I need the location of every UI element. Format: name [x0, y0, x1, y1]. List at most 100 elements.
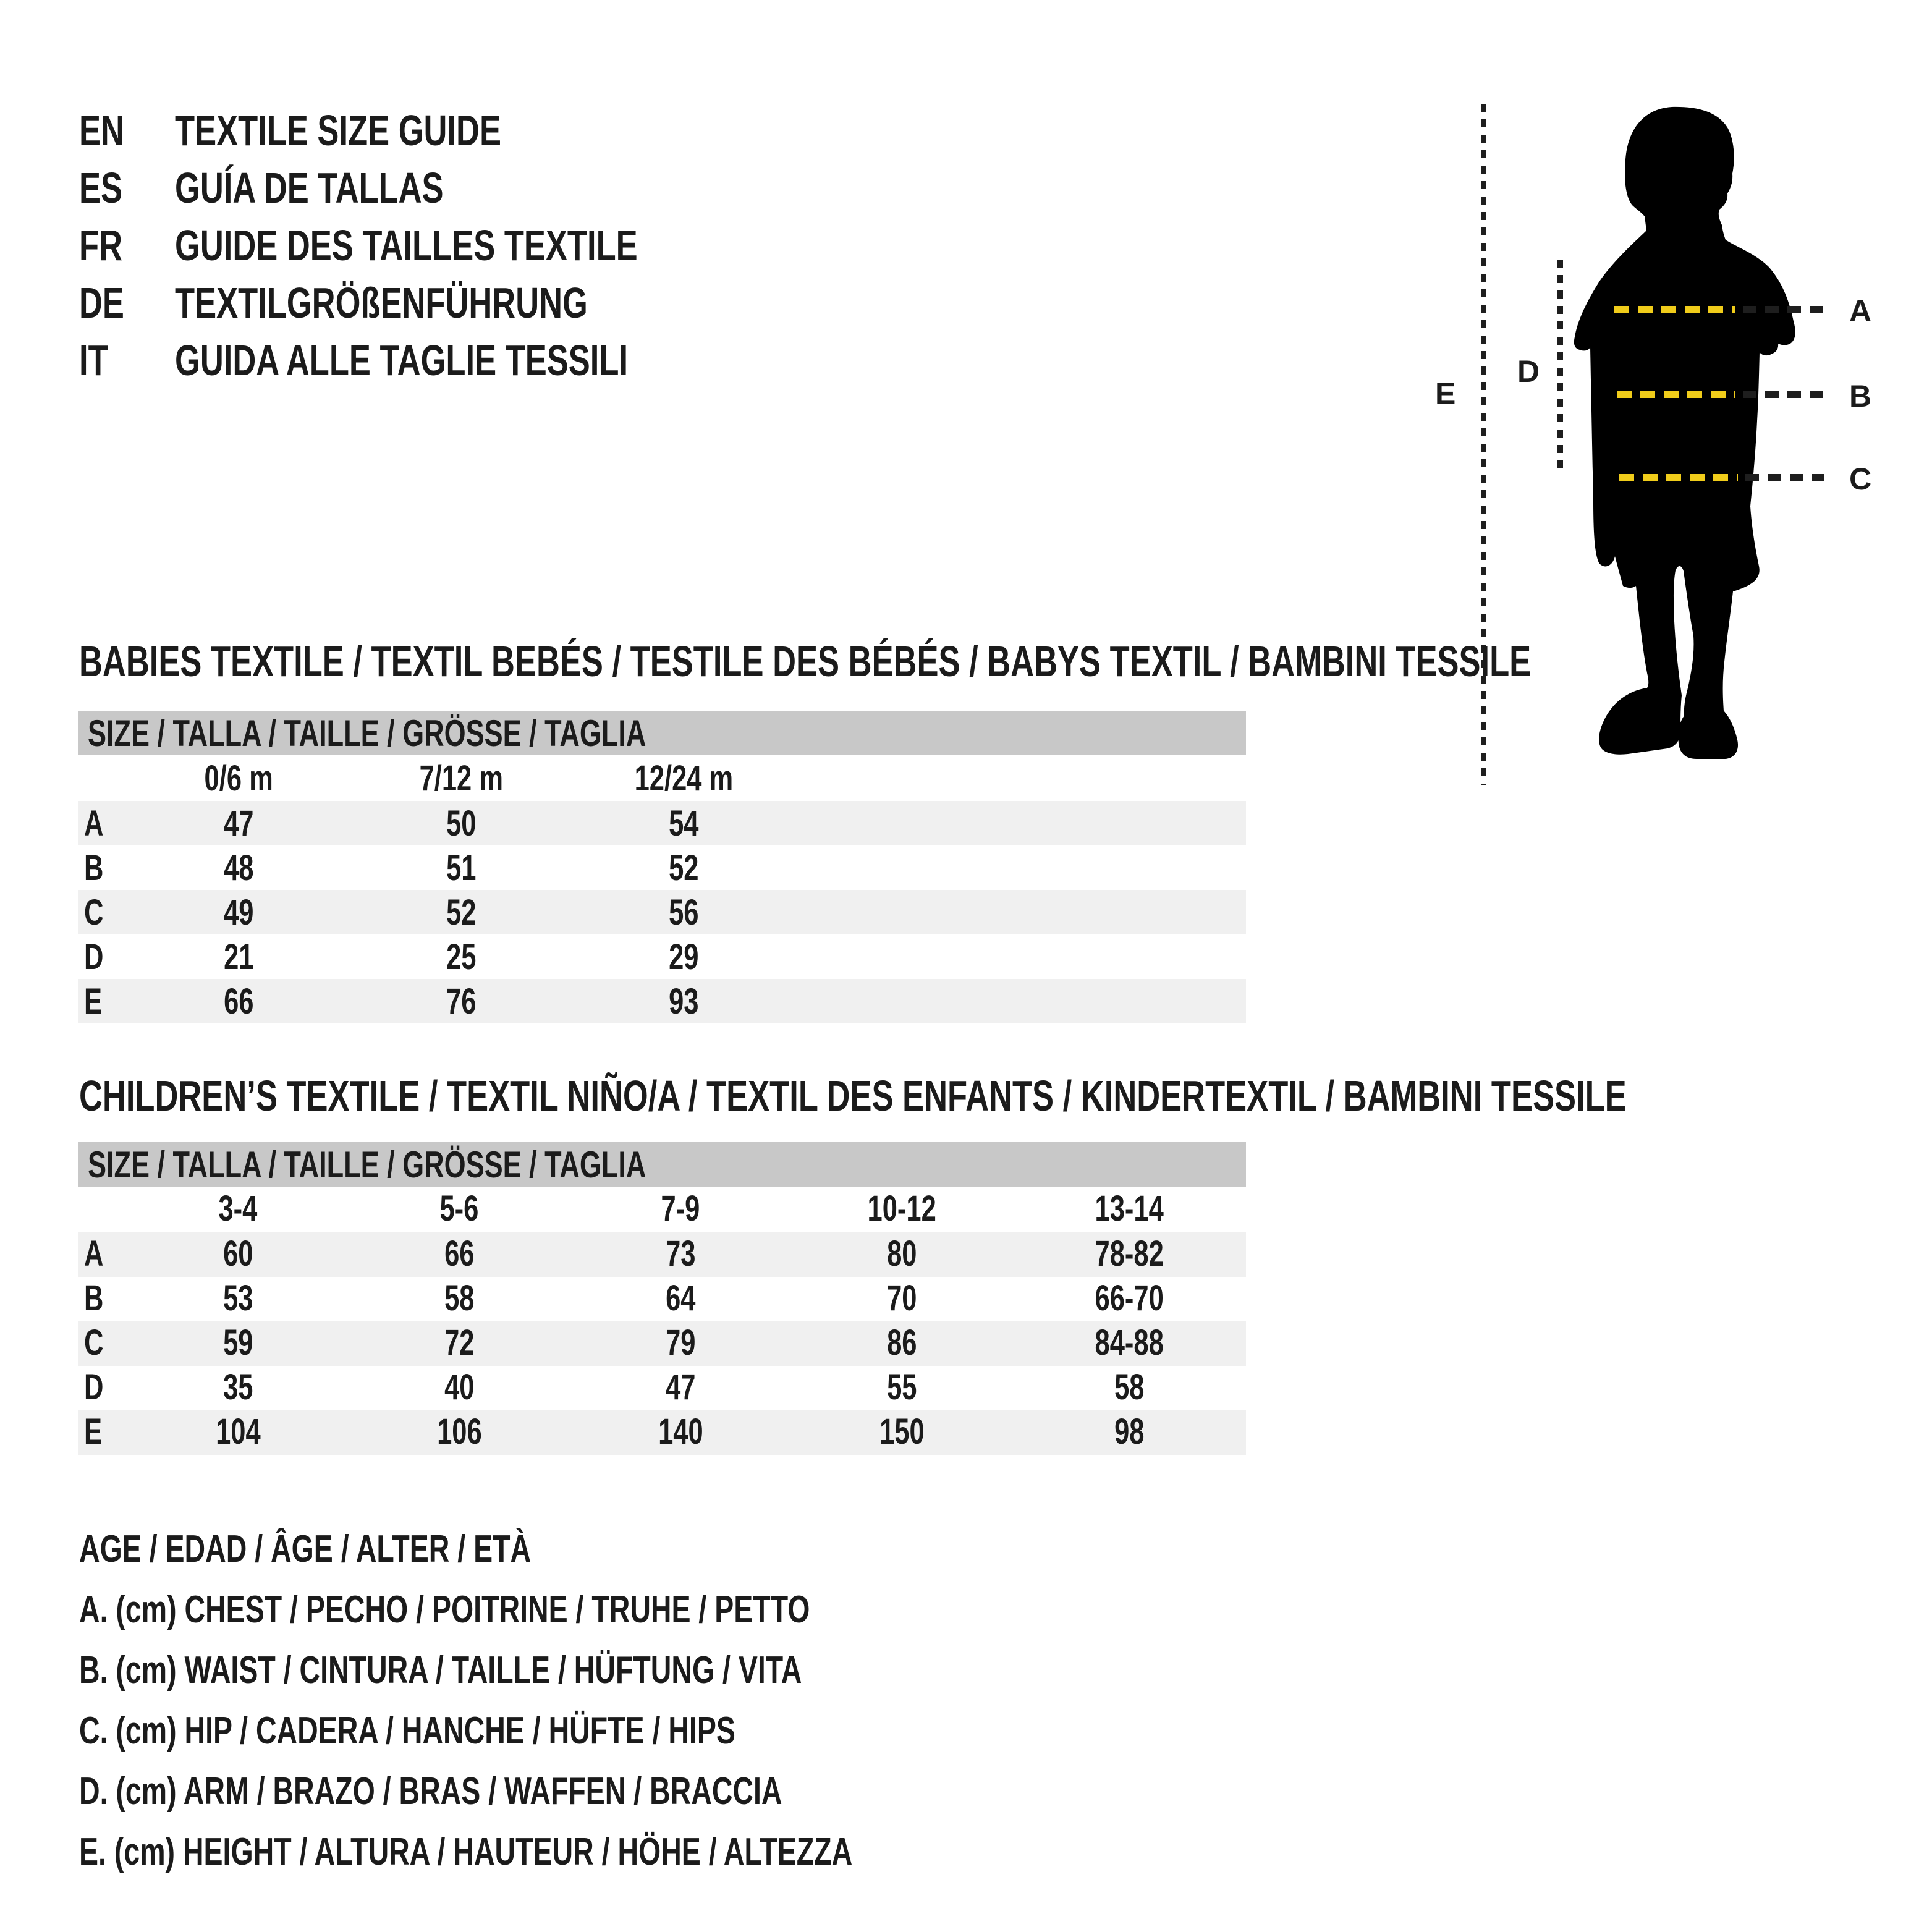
- size-cell: 76: [446, 981, 477, 1022]
- label-measure-d: D: [1517, 354, 1540, 389]
- size-cell: 54: [668, 803, 699, 844]
- chest-measure-dash-black: [1743, 306, 1824, 313]
- lang-title-en: TEXTILE SIZE GUIDE: [175, 106, 501, 155]
- legend-waist: B. (cm) WAIST / CINTURA / TAILLE / HÜFTU…: [79, 1648, 802, 1692]
- size-cell: 58: [1114, 1367, 1145, 1408]
- row-label: E: [84, 981, 103, 1022]
- lang-title-es: GUÍA DE TALLAS: [175, 163, 444, 212]
- children-row-b: B 53 58 64 70 66-70: [78, 1277, 1246, 1321]
- legend-hip: C. (cm) HIP / CADERA / HANCHE / HÜFTE / …: [79, 1709, 735, 1752]
- children-row-d: D 35 40 47 55 58: [78, 1366, 1246, 1410]
- size-cell: 73: [665, 1234, 696, 1274]
- label-measure-c: C: [1849, 462, 1872, 496]
- height-measure-line: [1481, 104, 1486, 785]
- lang-row-de: DE TEXTILGRÖßENFÜHRUNG: [79, 274, 792, 331]
- label-measure-e: E: [1435, 376, 1456, 411]
- size-cell: 66: [444, 1234, 475, 1274]
- size-cell: 64: [665, 1278, 696, 1319]
- lang-row-en: EN TEXTILE SIZE GUIDE: [79, 101, 792, 159]
- row-label: B: [84, 1278, 104, 1319]
- lang-row-fr: FR GUIDE DES TAILLES TEXTILE: [79, 216, 792, 274]
- size-cell: 106: [436, 1412, 482, 1452]
- lang-title-fr: GUIDE DES TAILLES TEXTILE: [175, 221, 638, 269]
- size-cell: 51: [446, 847, 477, 888]
- row-label: D: [84, 1367, 104, 1408]
- size-cell: 66: [223, 981, 254, 1022]
- babies-row-c: C 49 52 56: [78, 890, 1246, 934]
- size-cell: 66-70: [1095, 1278, 1164, 1319]
- children-col-header: 7-9: [661, 1188, 700, 1229]
- row-label: B: [84, 847, 104, 888]
- children-col-header: 10-12: [867, 1188, 936, 1229]
- legend-age: AGE / EDAD / ÂGE / ALTER / ETÀ: [79, 1527, 532, 1570]
- size-cell: 29: [668, 936, 699, 977]
- row-label: C: [84, 1323, 104, 1363]
- hip-measure-dash-black: [1745, 474, 1824, 481]
- children-col-header: 3-4: [218, 1188, 258, 1229]
- babies-size-header-bar: SIZE / TALLA / TAILLE / GRÖSSE / TAGLIA: [78, 711, 1246, 755]
- size-cell: 47: [665, 1367, 696, 1408]
- children-col-header: 5-6: [439, 1188, 479, 1229]
- babies-row-e: E 66 76 93: [78, 979, 1246, 1023]
- row-label: C: [84, 892, 104, 933]
- babies-size-table: SIZE / TALLA / TAILLE / GRÖSSE / TAGLIA …: [78, 711, 1246, 1023]
- babies-col-header: 12/24 m: [634, 758, 733, 799]
- babies-column-header-row: 0/6 m 7/12 m 12/24 m: [78, 755, 1246, 801]
- size-cell: 80: [886, 1234, 917, 1274]
- size-cell: 79: [665, 1323, 696, 1363]
- hip-measure-dash-yellow: [1619, 474, 1738, 481]
- arm-measure-line: [1557, 260, 1563, 470]
- children-size-header-bar: SIZE / TALLA / TAILLE / GRÖSSE / TAGLIA: [78, 1142, 1246, 1187]
- size-cell: 140: [658, 1412, 703, 1452]
- babies-row-b: B 48 51 52: [78, 845, 1246, 890]
- size-cell: 56: [668, 892, 699, 933]
- chest-measure-dash-yellow: [1614, 306, 1735, 313]
- waist-measure-dash-yellow: [1617, 391, 1735, 398]
- lang-code-it: IT: [79, 336, 108, 384]
- size-cell: 25: [446, 936, 477, 977]
- size-cell: 59: [222, 1323, 253, 1363]
- lang-code-de: DE: [79, 278, 124, 327]
- lang-code-fr: FR: [79, 221, 122, 269]
- children-column-header-row: 3-4 5-6 7-9 10-12 13-14: [78, 1187, 1246, 1232]
- children-section-title: CHILDREN’S TEXTILE / TEXTIL NIÑO/A / TEX…: [79, 1072, 1627, 1120]
- lang-title-it: GUIDA ALLE TAGLIE TESSILI: [175, 336, 629, 384]
- babies-section-title: BABIES TEXTILE / TEXTIL BEBÉS / TESTILE …: [79, 637, 1532, 685]
- size-cell: 150: [879, 1412, 925, 1452]
- size-cell: 98: [1114, 1412, 1145, 1452]
- language-title-list: EN TEXTILE SIZE GUIDE ES GUÍA DE TALLAS …: [79, 101, 792, 389]
- size-cell: 58: [444, 1278, 475, 1319]
- size-cell: 50: [446, 803, 477, 844]
- size-cell: 60: [222, 1234, 253, 1274]
- label-measure-a: A: [1849, 294, 1872, 328]
- size-cell: 72: [444, 1323, 475, 1363]
- row-label: E: [84, 1412, 103, 1452]
- label-measure-b: B: [1849, 379, 1872, 413]
- row-label: D: [84, 936, 104, 977]
- row-label: A: [84, 803, 104, 844]
- size-cell: 55: [886, 1367, 917, 1408]
- size-cell: 49: [223, 892, 254, 933]
- size-cell: 52: [446, 892, 477, 933]
- lang-title-de: TEXTILGRÖßENFÜHRUNG: [175, 278, 588, 327]
- babies-row-a: A 47 50 54: [78, 801, 1246, 845]
- size-cell: 78-82: [1095, 1234, 1164, 1274]
- waist-measure-dash-black: [1743, 391, 1824, 398]
- lang-code-en: EN: [79, 106, 124, 155]
- size-cell: 47: [223, 803, 254, 844]
- babies-row-d: D 21 25 29: [78, 934, 1246, 979]
- size-cell: 84-88: [1095, 1323, 1164, 1363]
- size-cell: 35: [222, 1367, 253, 1408]
- size-cell: 86: [886, 1323, 917, 1363]
- size-cell: 70: [886, 1278, 917, 1319]
- lang-code-es: ES: [79, 163, 123, 212]
- children-row-e: E 104 106 140 150 98: [78, 1410, 1246, 1455]
- measurement-legend: AGE / EDAD / ÂGE / ALTER / ETÀ A. (cm) C…: [79, 1519, 1110, 1882]
- child-silhouette-icon: [1574, 106, 1795, 759]
- size-cell: 48: [223, 847, 254, 888]
- size-cell: 21: [223, 936, 254, 977]
- children-col-header: 13-14: [1095, 1188, 1164, 1229]
- children-row-a: A 60 66 73 80 78-82: [78, 1232, 1246, 1277]
- babies-col-header: 0/6 m: [204, 758, 273, 799]
